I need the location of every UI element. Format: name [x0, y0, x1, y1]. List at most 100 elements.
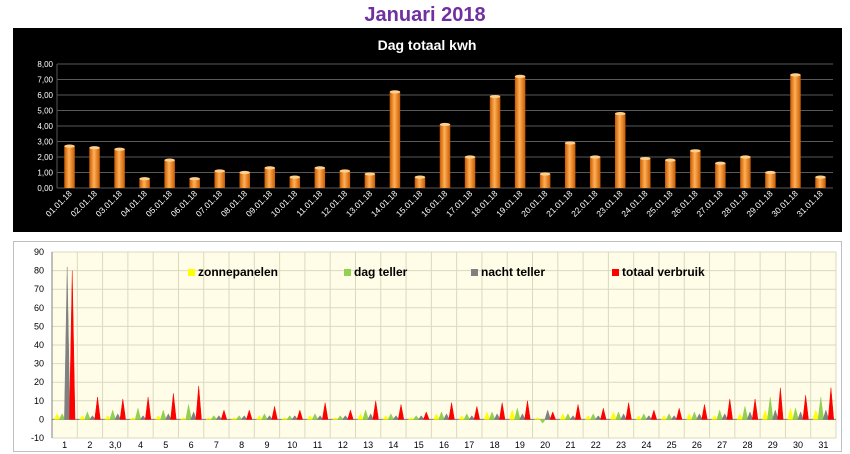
series-spike	[134, 408, 142, 420]
bar	[614, 113, 626, 188]
series-spike	[539, 419, 546, 424]
bar	[139, 178, 150, 188]
x-tick-label: 21	[565, 440, 575, 450]
y-tick-label: 90	[34, 247, 44, 257]
x-tick-label: 4	[138, 440, 143, 450]
series-spike	[84, 411, 91, 420]
bar	[389, 91, 401, 188]
series-spike	[468, 415, 476, 420]
series-spike	[625, 402, 632, 420]
series-spike	[322, 402, 329, 420]
bar-cap	[690, 149, 701, 153]
bar-cap	[64, 144, 75, 148]
x-tick-label: 02.01.18	[68, 188, 99, 219]
series-spike	[670, 415, 678, 420]
series-spike	[645, 415, 653, 420]
x-tick-label: 8	[239, 440, 244, 450]
series-spike	[230, 417, 238, 420]
x-tick-label: 15.01.18	[394, 188, 425, 219]
series-spike	[483, 411, 491, 420]
bar	[64, 146, 75, 188]
series-spike	[797, 411, 804, 420]
bar	[314, 167, 326, 188]
series-spike	[665, 413, 673, 420]
bar	[114, 149, 125, 188]
series-spike	[382, 415, 390, 420]
series-spike	[266, 415, 273, 420]
x-tick-label: 25.01.18	[644, 188, 675, 219]
legend-swatch	[188, 269, 195, 276]
x-tick-label: 30.01.18	[769, 188, 800, 219]
x-tick-label: 06.01.18	[169, 188, 200, 219]
series-spike	[185, 404, 192, 420]
bar	[665, 160, 676, 188]
bar-cap	[765, 170, 776, 175]
series-spike	[235, 415, 243, 420]
series-spike	[271, 406, 278, 420]
x-tick-label: 19	[515, 440, 525, 450]
bar-cap	[464, 155, 476, 159]
series-spike	[448, 402, 455, 420]
series-spike	[767, 397, 774, 420]
series-spike	[696, 413, 703, 420]
y-tick-label: 10	[34, 396, 44, 406]
y-tick-label: 60	[34, 303, 44, 313]
series-spike	[104, 415, 111, 420]
series-spike	[524, 400, 531, 420]
bar-cap	[589, 155, 601, 159]
bar-cap	[364, 172, 376, 176]
x-tick-label: 17.01.18	[444, 188, 475, 219]
series-spike	[752, 398, 759, 420]
bar	[489, 96, 501, 188]
series-spike	[291, 415, 299, 420]
y-tick-label: 50	[34, 321, 44, 331]
x-tick-label: 22	[591, 440, 601, 450]
x-tick-label: 20.01.18	[519, 188, 550, 219]
x-tick-label: 18	[490, 440, 500, 450]
x-tick-label: 3,0	[109, 440, 122, 450]
x-tick-label: 25	[667, 440, 677, 450]
x-tick-label: 18.01.18	[469, 188, 500, 219]
bar	[414, 177, 426, 188]
series-spike	[792, 408, 799, 420]
series-spike	[660, 415, 668, 420]
bar	[640, 158, 651, 188]
series-spike	[812, 409, 819, 420]
bar-cap	[614, 112, 626, 116]
series-spike	[160, 409, 167, 420]
series-spike	[488, 411, 496, 420]
series-spike	[726, 398, 733, 420]
bar	[464, 157, 476, 188]
series-spike	[94, 397, 101, 420]
bar-cap	[439, 122, 451, 127]
bar-cap	[239, 170, 250, 175]
x-tick-label: 26.01.18	[669, 188, 700, 219]
series-spike	[53, 413, 61, 420]
legend-swatch	[471, 269, 478, 276]
series-spike	[701, 404, 708, 420]
bar	[539, 174, 551, 188]
y-tick-label: 0	[39, 414, 44, 424]
x-tick-label: 13	[363, 440, 373, 450]
x-tick-label: 16	[439, 440, 449, 450]
series-spike	[311, 413, 319, 420]
series-spike	[443, 413, 450, 420]
y-tick-label: 2,00	[37, 153, 53, 162]
series-spike	[746, 411, 754, 420]
x-tick-label: 28.01.18	[719, 188, 750, 219]
series-spike	[69, 270, 76, 420]
series-spike	[190, 411, 197, 420]
series-spike	[544, 409, 551, 420]
bar	[690, 150, 701, 188]
series-spike	[650, 409, 658, 420]
y-tick-label: -10	[31, 433, 44, 443]
y-tick-label: 7,00	[37, 76, 53, 85]
series-spike	[145, 397, 152, 420]
series-spike	[139, 415, 147, 420]
bar-cap	[389, 90, 401, 94]
series-spike	[357, 413, 364, 420]
x-tick-label: 14	[388, 440, 398, 450]
series-spike	[362, 409, 369, 420]
x-tick-label: 22.01.18	[569, 188, 600, 219]
series-spike	[64, 266, 71, 420]
